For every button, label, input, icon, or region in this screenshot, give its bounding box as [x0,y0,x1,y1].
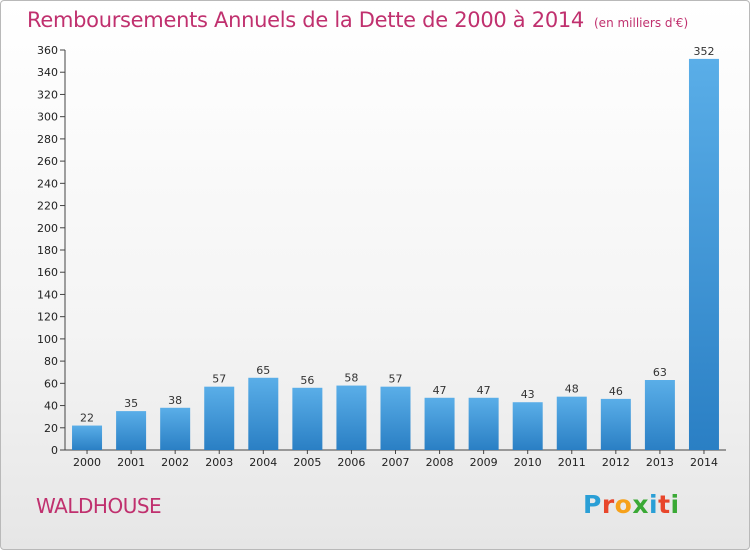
chart-subtitle: (en milliers d'€) [594,16,689,30]
y-tick-label: 260 [37,155,58,168]
bar [644,380,675,450]
bar-value-label: 22 [80,412,94,425]
bar-value-label: 57 [389,373,403,386]
logo-letter: i [649,490,659,519]
y-tick-label: 100 [37,333,58,346]
y-tick-label: 200 [37,222,58,235]
x-axis: 2000 2001 2002 2003 2004 2005 2006 2007 2008 2009… [65,449,726,469]
y-tick-label: 60 [44,377,58,390]
bar-value-label: 58 [344,372,358,385]
y-tick-label: 220 [37,200,58,213]
x-tick-label: 2000 [73,456,101,469]
bar [468,397,499,450]
bars: 22 35 38 57 65 56 58 57 47 47 43 48 46 63 352 [72,45,719,451]
logo-letter: t [658,490,671,519]
y-tick-label: 180 [37,244,58,257]
bar [72,425,103,450]
y-tick-label: 40 [44,400,58,413]
x-tick-label: 2010 [514,456,542,469]
x-tick-label: 2007 [382,456,410,469]
logo-letter: r [601,490,615,519]
bar-value-label: 46 [609,385,623,398]
bar-value-label: 47 [477,384,491,397]
bar [204,386,235,450]
bar [116,411,147,450]
x-tick-label: 2011 [558,456,586,469]
x-tick-label: 2002 [161,456,189,469]
place-name: WALDHOUSE [36,494,162,518]
bar-value-label: 48 [565,383,579,396]
logo-letter: i [670,490,680,519]
y-tick-label: 300 [37,111,58,124]
bar [556,396,587,450]
x-tick-label: 2009 [470,456,498,469]
x-tick-label: 2013 [646,456,674,469]
x-tick-label: 2003 [205,456,233,469]
y-tick-label: 160 [37,266,58,279]
chart-title-text: Remboursements Annuels de la Dette de 20… [27,8,584,32]
bar-value-label: 38 [168,394,182,407]
bar [336,385,367,450]
bar-value-label: 56 [300,374,314,387]
x-tick-label: 2014 [690,456,718,469]
bar [600,398,631,450]
bar [380,386,411,450]
bar [248,377,279,450]
bar [292,387,323,450]
x-tick-label: 2012 [602,456,630,469]
bar-value-label: 47 [433,384,447,397]
logo-letter: o [614,490,633,519]
y-tick-label: 120 [37,311,58,324]
bar [512,402,543,450]
y-tick-label: 140 [37,288,58,301]
bar-value-label: 35 [124,397,138,410]
x-tick-label: 2005 [293,456,321,469]
bar-value-label: 352 [693,45,714,58]
bar [688,58,719,451]
x-tick-label: 2001 [117,456,145,469]
logo-letter: x [632,490,649,519]
proxiti-logo: Proxiti [583,490,680,519]
bar [160,407,191,450]
bar-value-label: 65 [256,364,270,377]
y-tick-label: 320 [37,88,58,101]
bar-value-label: 63 [653,366,667,379]
bar-value-label: 57 [212,373,226,386]
y-tick-label: 240 [37,177,58,190]
logo-letter: P [583,490,602,519]
chart-title: Remboursements Annuels de la Dette de 20… [27,8,688,32]
y-tick-label: 0 [51,444,58,457]
y-axis: 0 20 40 60 80 100 120 140 160 180 200 220 240 260 280 3… [37,44,66,457]
x-tick-label: 2004 [249,456,277,469]
x-tick-label: 2008 [426,456,454,469]
bar-value-label: 43 [521,388,535,401]
y-tick-label: 280 [37,133,58,146]
y-tick-label: 80 [44,355,58,368]
x-tick-label: 2006 [337,456,365,469]
y-tick-label: 340 [37,66,58,79]
bar [424,397,455,450]
y-tick-label: 360 [37,44,58,57]
y-tick-label: 20 [44,422,58,435]
